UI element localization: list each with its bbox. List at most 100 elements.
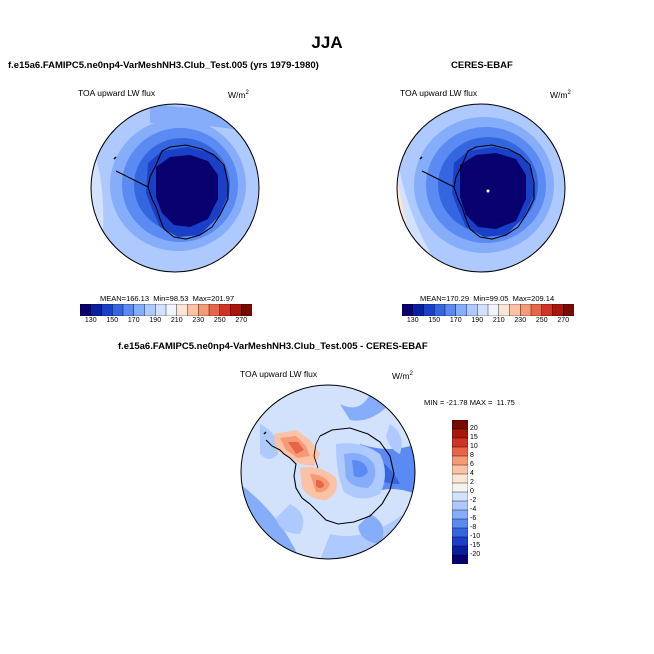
variable-label-diff: TOA upward LW flux xyxy=(240,369,318,379)
colorbar-box xyxy=(80,304,92,316)
colorbar-box xyxy=(412,304,425,316)
colorbar-box xyxy=(452,527,468,538)
stats-line-obs: MEAN=170.29 Min=99.05 Max=209.14 xyxy=(420,294,555,303)
colorbar-tick-label: 130 xyxy=(406,317,419,324)
colorbar-tick-label: 270 xyxy=(557,317,570,324)
page-title: JJA xyxy=(311,33,343,52)
colorbar-ticks-diff: 20 15 10 8 6 4 2 0 -2 -4 -6 -8 -10 -15 -20 xyxy=(470,420,494,564)
colorbar-tick-label: 170 xyxy=(127,317,140,324)
panel-title-model: f.e15a6.FAMIPC5.ne0np4-VarMeshNH3.Club_T… xyxy=(8,60,319,71)
colorbar-diff xyxy=(452,420,468,564)
colorbar-tick-label: 10 xyxy=(470,442,478,450)
units-label-obs: W/m2 xyxy=(550,90,571,100)
colorbar-tick-label: 230 xyxy=(192,317,205,324)
colorbar-tick-label: 2 xyxy=(470,478,474,486)
colorbar-box xyxy=(101,304,113,316)
units-label-model: W/m2 xyxy=(228,90,249,100)
colorbar-tick-label: -6 xyxy=(470,514,477,522)
colorbar-ticks-obs: 130 150 170 190 210 230 250 270 xyxy=(402,317,574,327)
colorbar-box xyxy=(241,304,252,316)
panel-title-diff: f.e15a6.FAMIPC5.ne0np4-VarMeshNH3.Club_T… xyxy=(118,341,428,352)
colorbar-box xyxy=(487,304,500,316)
colorbar-box xyxy=(423,304,435,316)
colorbar-box xyxy=(452,545,468,556)
colorbar-box xyxy=(187,304,199,316)
colorbar-box xyxy=(434,304,446,316)
colorbar-box xyxy=(452,455,468,466)
polar-map-diff xyxy=(240,384,416,560)
colorbar-box xyxy=(541,304,554,316)
units-label-diff: W/m2 xyxy=(392,371,413,381)
polar-map-obs xyxy=(396,103,566,273)
panel-title-obs: CERES-EBAF xyxy=(451,60,513,71)
colorbar-tick-label: 190 xyxy=(471,317,484,324)
colorbar-ticks-model: 130 150 170 190 210 230 250 270 xyxy=(80,317,252,327)
colorbar-tick-label: 150 xyxy=(428,317,441,324)
colorbar-tick-label: 6 xyxy=(470,460,474,468)
colorbar-box xyxy=(452,473,468,484)
stats-line-diff: MIN = -21.78 MAX = 11.75 xyxy=(424,398,515,407)
colorbar-box xyxy=(452,536,468,547)
colorbar-box xyxy=(230,304,242,316)
colorbar-tick-label: 170 xyxy=(449,317,462,324)
colorbar-tick-label: 250 xyxy=(213,317,226,324)
colorbar-box xyxy=(452,464,468,475)
colorbar-box xyxy=(155,304,167,316)
colorbar-box xyxy=(208,304,221,316)
colorbar-box xyxy=(452,428,468,439)
variable-label-model: TOA upward LW flux xyxy=(78,88,156,98)
colorbar-box xyxy=(165,304,178,316)
colorbar-box xyxy=(176,304,189,316)
colorbar-box xyxy=(498,304,511,316)
colorbar-box xyxy=(452,518,468,529)
colorbar-box xyxy=(402,304,414,316)
colorbar-tick-label: 4 xyxy=(470,469,474,477)
colorbar-obs xyxy=(402,304,574,316)
colorbar-tick-label: 15 xyxy=(470,433,478,441)
colorbar-tick-label: 8 xyxy=(470,451,474,459)
colorbar-box xyxy=(122,304,135,316)
colorbar-box xyxy=(444,304,457,316)
colorbar-box xyxy=(144,304,156,316)
colorbar-box xyxy=(455,304,468,316)
variable-label-obs: TOA upward LW flux xyxy=(400,88,478,98)
colorbar-box xyxy=(452,446,468,457)
stats-line-model: MEAN=166.13 Min=98.53 Max=201.97 xyxy=(100,294,235,303)
colorbar-model xyxy=(80,304,252,316)
colorbar-box xyxy=(466,304,478,316)
colorbar-box xyxy=(452,420,468,430)
colorbar-box xyxy=(452,500,468,511)
colorbar-box xyxy=(133,304,146,316)
colorbar-tick-label: -4 xyxy=(470,505,477,513)
colorbar-box xyxy=(452,554,468,564)
colorbar-box xyxy=(219,304,232,316)
colorbar-box xyxy=(90,304,103,316)
colorbar-box xyxy=(563,304,574,316)
colorbar-box xyxy=(452,491,468,502)
colorbar-tick-label: 0 xyxy=(470,487,474,495)
colorbar-tick-label: 250 xyxy=(535,317,548,324)
colorbar-tick-label: 130 xyxy=(84,317,97,324)
colorbar-box xyxy=(452,482,468,493)
colorbar-box xyxy=(477,304,489,316)
colorbar-box xyxy=(198,304,210,316)
colorbar-tick-label: -8 xyxy=(470,523,477,531)
colorbar-tick-label: 20 xyxy=(470,424,478,432)
colorbar-tick-label: 150 xyxy=(106,317,119,324)
colorbar-tick-label: -10 xyxy=(470,532,481,540)
colorbar-tick-label: -20 xyxy=(470,550,481,558)
colorbar-box xyxy=(112,304,124,316)
colorbar-box xyxy=(530,304,543,316)
colorbar-box xyxy=(452,509,468,520)
colorbar-tick-label: 270 xyxy=(235,317,248,324)
colorbar-tick-label: 230 xyxy=(514,317,527,324)
colorbar-tick-label: 210 xyxy=(170,317,183,324)
colorbar-box xyxy=(509,304,521,316)
colorbar-tick-label: -15 xyxy=(470,541,481,549)
colorbar-box xyxy=(552,304,564,316)
polar-map-model xyxy=(90,103,260,273)
colorbar-box xyxy=(452,437,468,448)
colorbar-box xyxy=(520,304,532,316)
colorbar-tick-label: 190 xyxy=(149,317,162,324)
colorbar-tick-label: -2 xyxy=(470,496,477,504)
